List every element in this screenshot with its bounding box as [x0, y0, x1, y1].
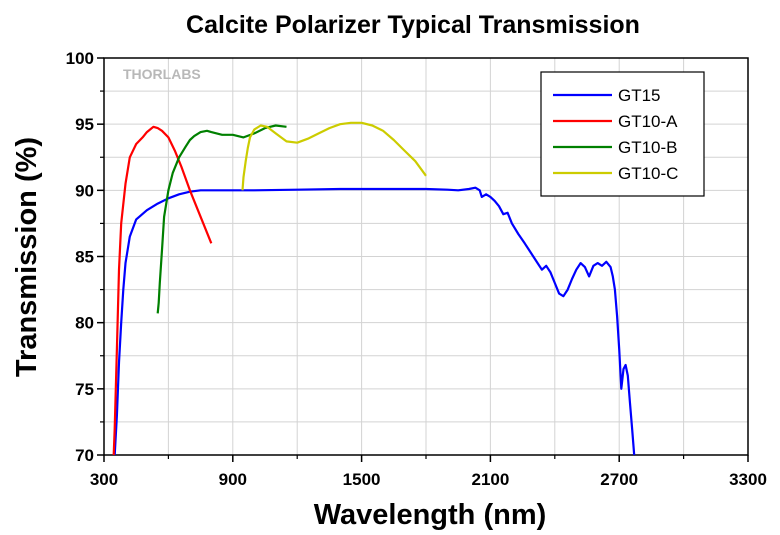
- y-tick-label: 85: [75, 248, 94, 267]
- series-line-gt10-a: [112, 125, 213, 456]
- grid-lines: [104, 58, 748, 455]
- y-axis-label: Transmission (%): [11, 137, 43, 377]
- legend-label-gt15: GT15: [618, 86, 661, 105]
- x-axis-label: Wavelength (nm): [314, 499, 547, 531]
- x-tick-label: 300: [90, 470, 118, 489]
- legend-box: [540, 71, 705, 197]
- y-tick-label: 95: [75, 115, 94, 134]
- series-line-gt10-c: [241, 121, 427, 191]
- x-axis-ticks: 300 900 1500 2100 2700 3300: [90, 455, 767, 489]
- series-lines: [112, 121, 636, 456]
- y-tick-label: 75: [75, 380, 94, 399]
- series-line-gt15: [113, 186, 636, 456]
- y-tick-label: 100: [66, 49, 94, 68]
- x-tick-label: 2100: [471, 470, 509, 489]
- x-tick-label: 1500: [343, 470, 381, 489]
- legend: GT15 GT10-A GT10-B GT10-C: [540, 71, 705, 197]
- y-axis-ticks: 70 75 80 85 90 95 100: [66, 49, 104, 465]
- x-tick-label: 900: [219, 470, 247, 489]
- legend-label-gt10-c: GT10-C: [618, 164, 678, 183]
- y-tick-label: 90: [75, 181, 94, 200]
- legend-label-gt10-a: GT10-A: [618, 112, 678, 131]
- y-tick-label: 80: [75, 314, 94, 333]
- minor-ticks: [100, 90, 685, 459]
- x-tick-label: 3300: [729, 470, 767, 489]
- x-tick-label: 2700: [600, 470, 638, 489]
- legend-label-gt10-b: GT10-B: [618, 138, 678, 157]
- thorlabs-watermark: THORLABS: [123, 66, 201, 82]
- chart-title: Calcite Polarizer Typical Transmission: [186, 11, 640, 39]
- y-tick-label: 70: [75, 446, 94, 465]
